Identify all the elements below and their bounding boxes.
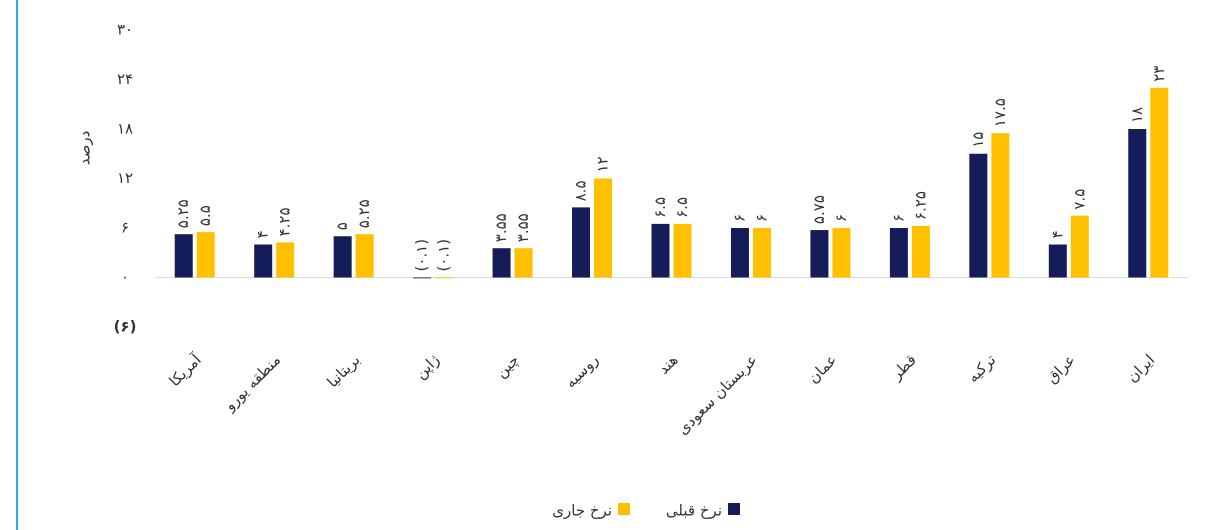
bar: [1128, 129, 1147, 278]
value-label: ۳.۵۵: [492, 213, 510, 242]
value-label: ۲۳: [1150, 66, 1168, 82]
value-label: ۱۸: [1128, 107, 1146, 123]
value-label: ۱۵: [969, 132, 987, 148]
bar: [651, 223, 670, 278]
x-tick-label: قطر: [887, 351, 920, 384]
y-tick-label: ۲۴: [117, 70, 133, 88]
value-label: ۵.۷۵: [810, 195, 828, 224]
x-tick-label: عربستان سعودی: [674, 351, 761, 438]
value-label: ۵.۲۵: [355, 199, 373, 228]
bar: [276, 242, 295, 278]
value-label: ۷.۵: [1070, 189, 1088, 210]
bar: [594, 178, 613, 278]
value-label: (۰.۱): [413, 239, 431, 272]
bar: [435, 277, 454, 279]
bar: [673, 223, 692, 278]
y-tick-label: ۱۲: [117, 169, 133, 187]
x-tick-label: منطقه یورو: [220, 351, 284, 415]
value-label: ۶: [730, 214, 748, 222]
bar: [196, 232, 215, 278]
bar: [514, 248, 533, 278]
bar: [911, 225, 930, 278]
value-label: ۶.۲۵: [911, 191, 929, 220]
x-tick-label: چین: [492, 351, 523, 382]
y-tick-label: ۰: [121, 268, 129, 286]
x-tick-label: عراق: [1043, 351, 1079, 387]
x-tick-label: روسیه: [561, 351, 602, 392]
x-tick-label: آمریکا: [165, 350, 205, 390]
bar: [413, 277, 432, 279]
value-label: ۶.۵: [673, 197, 691, 218]
legend-swatch: [728, 503, 740, 515]
bar: [969, 153, 988, 278]
bar: [333, 236, 352, 278]
bar: [991, 133, 1010, 278]
value-label: ۵.۲۵: [174, 199, 192, 228]
bar: [572, 207, 591, 278]
value-label: ۶: [832, 214, 850, 222]
bar: [832, 228, 851, 278]
value-label: ۵.۵: [196, 205, 214, 226]
bar: [889, 228, 908, 278]
value-label: ۳.۵۵: [514, 213, 532, 242]
value-label: ۴.۲۵: [276, 207, 294, 236]
y-tick-label: ۱۸: [117, 120, 133, 138]
bar: [810, 230, 829, 278]
x-tick-label: ایران: [1123, 351, 1158, 386]
bar: [752, 228, 771, 278]
x-tick-label: بریتانیا: [323, 351, 363, 391]
x-tick-label: عمان: [804, 351, 840, 387]
value-label: ۴: [1048, 230, 1066, 238]
bar: [355, 234, 374, 278]
value-label: ۵: [333, 222, 351, 230]
y-tick-label: ۳۰: [117, 21, 133, 39]
bar: [174, 234, 193, 278]
y-tick-label: (۶): [114, 318, 137, 336]
x-tick-label: هند: [654, 351, 681, 378]
legend-label: نرخ قبلی: [666, 502, 722, 520]
value-label: ۶: [752, 214, 770, 222]
value-label: ۴: [254, 230, 272, 238]
bar: [1070, 215, 1089, 278]
x-tick-label: ژاپن: [411, 351, 444, 384]
legend-label: نرخ جاری: [552, 502, 612, 520]
bar: [492, 248, 511, 278]
value-label: ۸.۵: [572, 180, 590, 201]
value-label: ۶.۵: [651, 197, 669, 218]
legend-swatch: [618, 503, 630, 515]
value-label: ۶: [889, 214, 907, 222]
x-tick-label: ترکیه: [964, 351, 999, 386]
value-label: ۱۲: [594, 156, 612, 172]
bar: [730, 228, 749, 278]
y-axis-label: درصد: [76, 131, 94, 166]
y-tick-label: ۶: [121, 219, 129, 237]
bar: [1150, 87, 1169, 278]
value-label: (۰.۱): [435, 239, 453, 272]
value-label: ۱۷.۵: [991, 98, 1009, 127]
bar: [254, 244, 273, 278]
bar: [1048, 244, 1067, 278]
